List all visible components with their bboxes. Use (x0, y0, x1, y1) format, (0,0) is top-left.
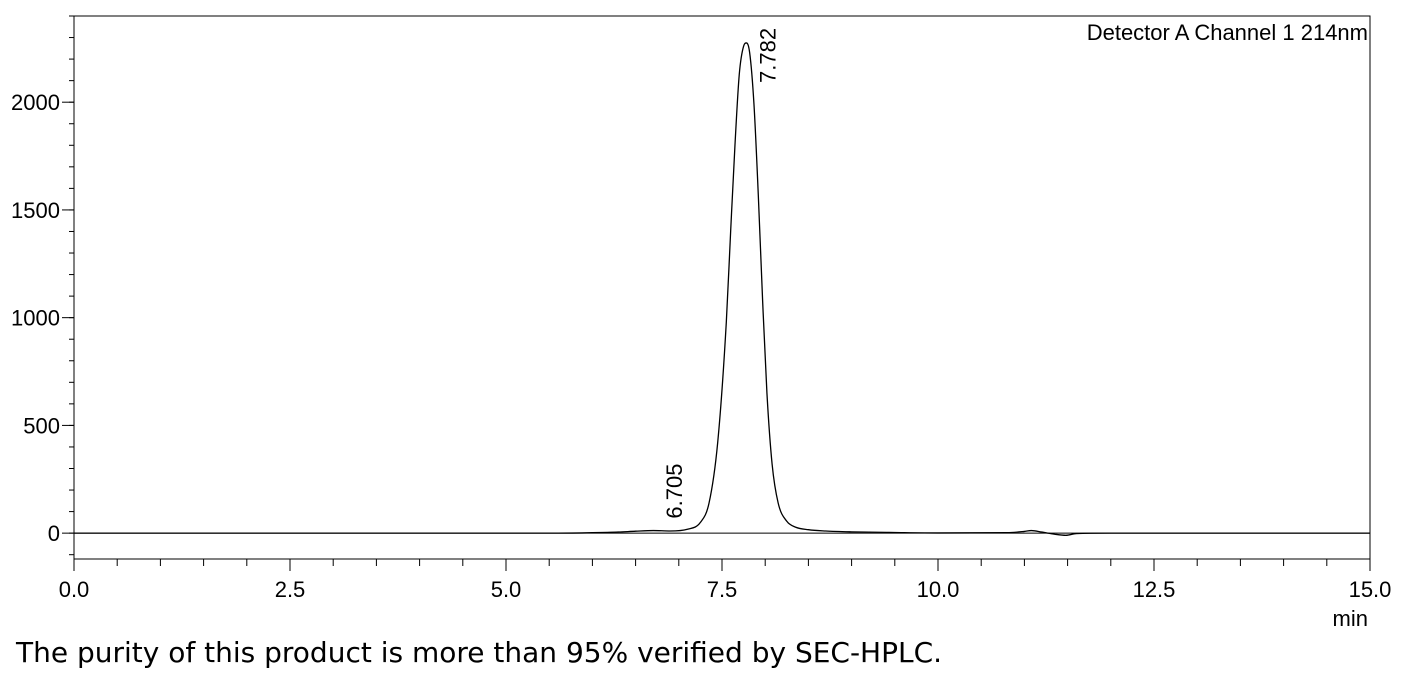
x-tick-label: 10.0 (917, 577, 960, 602)
plot-frame (73, 15, 1371, 560)
peak-labels: 6.705 7.782 (662, 28, 780, 519)
x-axis-unit: min (1333, 606, 1368, 631)
chromatogram-chart: 0 500 1000 1500 2000 0.0 2.5 5.0 7.5 10.0 12.5 15.… (11, 15, 1392, 631)
x-tick-label: 5.0 (491, 577, 522, 602)
peak-label: 6.705 (662, 464, 687, 519)
y-tick-label: 0 (48, 521, 60, 546)
trace-line (74, 42, 1370, 536)
x-tick-label: 2.5 (275, 577, 306, 602)
y-tick-label: 2000 (11, 90, 60, 115)
y-tick-label: 1000 (11, 306, 60, 331)
y-tick-label: 500 (23, 413, 60, 438)
peak-label: 7.782 (755, 28, 780, 83)
y-tick-label: 1500 (11, 198, 60, 223)
x-tick-label: 12.5 (1133, 577, 1176, 602)
x-tick-label: 15.0 (1349, 577, 1392, 602)
y-axis: 0 500 1000 1500 2000 (11, 15, 74, 556)
x-tick-label: 0.0 (59, 577, 90, 602)
legend-label: Detector A Channel 1 214nm (1087, 20, 1368, 45)
x-axis: 0.0 2.5 5.0 7.5 10.0 12.5 15.0 (59, 559, 1392, 602)
caption: The purity of this product is more than … (16, 636, 943, 669)
x-tick-label: 7.5 (707, 577, 738, 602)
